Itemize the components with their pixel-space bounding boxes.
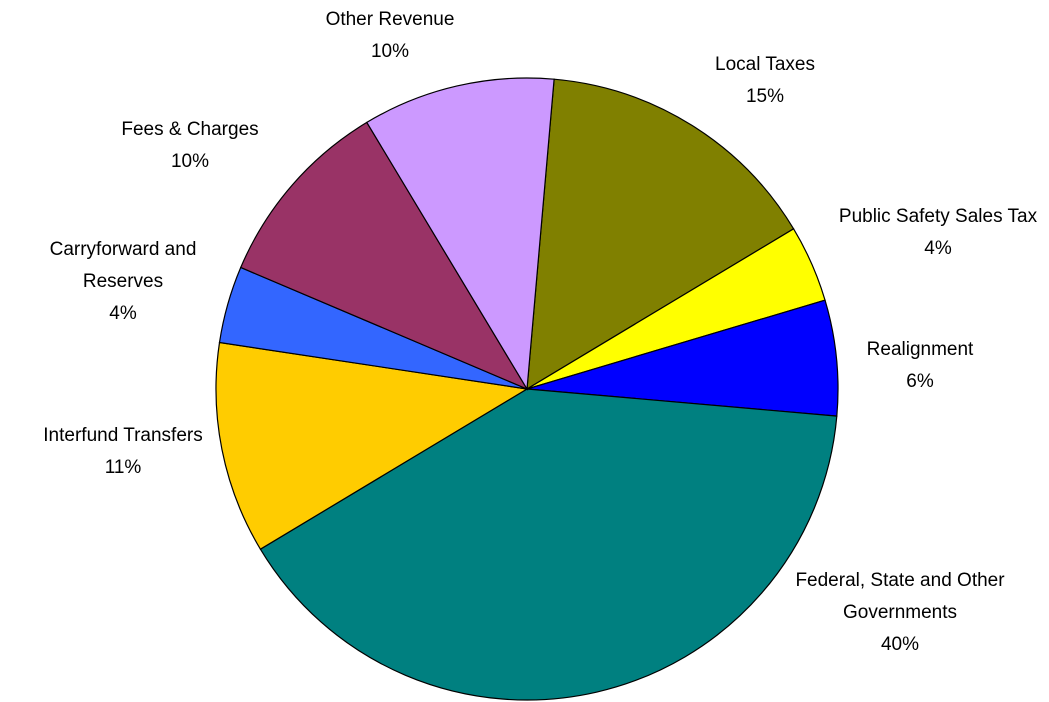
- slice-label: Public Safety Sales Tax 4%: [826, 201, 1049, 265]
- pie-slice: [215, 341, 529, 551]
- value-label: 4%: [109, 303, 137, 324]
- category-label: Realignment: [866, 339, 974, 360]
- value-label: 10%: [370, 41, 410, 62]
- value-label: 10%: [170, 151, 210, 172]
- slice-label: Local Taxes 15%: [615, 49, 915, 113]
- value-label: 40%: [880, 634, 920, 655]
- slice-label: Federal, State and Other Governments 40%: [790, 565, 1010, 661]
- pie-slice: [526, 78, 795, 391]
- value-label: 15%: [745, 86, 785, 107]
- slice-label: Realignment 6%: [790, 334, 1049, 398]
- category-label: Carryforward and Reserves: [49, 239, 197, 292]
- category-label: Public Safety Sales Tax: [838, 206, 1038, 227]
- pie-slice: [259, 388, 838, 701]
- category-label: Other Revenue: [325, 9, 455, 30]
- slice-label: Carryforward and Reserves 4%: [23, 234, 223, 330]
- value-label: 4%: [924, 238, 952, 259]
- category-label: Fees & Charges: [121, 119, 259, 140]
- slice-label: Interfund Transfers 11%: [3, 420, 243, 484]
- category-label: Federal, State and Other Governments: [795, 570, 1005, 623]
- slice-label: Other Revenue 10%: [260, 4, 520, 68]
- value-label: 11%: [104, 457, 142, 478]
- slice-label: Fees & Charges 10%: [60, 114, 320, 178]
- category-label: Interfund Transfers: [43, 425, 203, 446]
- pie-slice: [365, 77, 555, 391]
- value-label: 6%: [906, 371, 934, 392]
- category-label: Local Taxes: [715, 54, 815, 75]
- pie-slice: [239, 121, 529, 391]
